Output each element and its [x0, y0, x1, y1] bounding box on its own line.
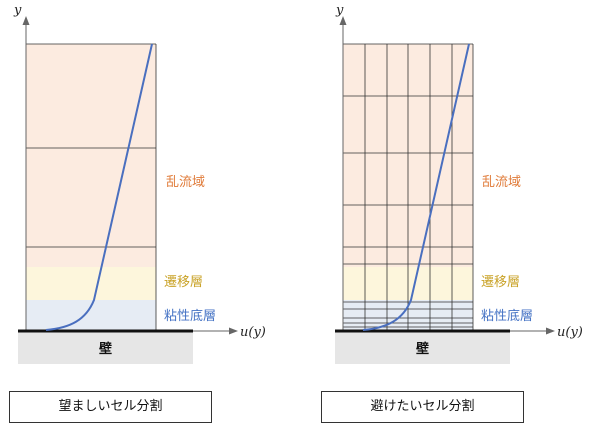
velocity-profile-curve: [45, 43, 153, 331]
panel-desired: y u(y) 乱流域 遷移層 粘性底層: [13, 3, 266, 364]
x-axis-label: u(y): [240, 325, 266, 340]
y-axis-label: y: [13, 3, 22, 18]
wall-label: 壁: [415, 342, 429, 357]
region-label-transition: 遷移層: [164, 275, 203, 290]
region-label-transition: 遷移層: [481, 275, 520, 290]
wall-block: [335, 330, 510, 364]
y-axis-label: y: [335, 3, 344, 18]
y-axis-arrow: [22, 16, 30, 25]
panel-avoid: y u(y) 乱流域 遷移層 粘性底層: [335, 3, 583, 364]
x-axis-arrow: [229, 327, 238, 335]
region-label-viscous: 粘性底層: [481, 308, 533, 324]
region-label-viscous: 粘性底層: [164, 308, 216, 324]
transition-region: [26, 267, 156, 300]
wall-block: [18, 330, 193, 364]
x-axis-label: u(y): [557, 325, 583, 340]
y-axis-arrow: [339, 16, 347, 25]
wall-label: 壁: [98, 342, 112, 357]
velocity-profile-curve: [362, 43, 470, 331]
caption-avoid: 避けたいセル分割: [321, 391, 524, 423]
turbulent-region: [26, 44, 156, 267]
cell-grid: [343, 43, 474, 330]
cell-grid: [26, 43, 157, 330]
region-label-turbulent: 乱流域: [482, 175, 521, 190]
x-axis-arrow: [546, 327, 555, 335]
region-label-turbulent: 乱流域: [166, 175, 205, 190]
caption-desired: 望ましいセル分割: [9, 391, 212, 423]
